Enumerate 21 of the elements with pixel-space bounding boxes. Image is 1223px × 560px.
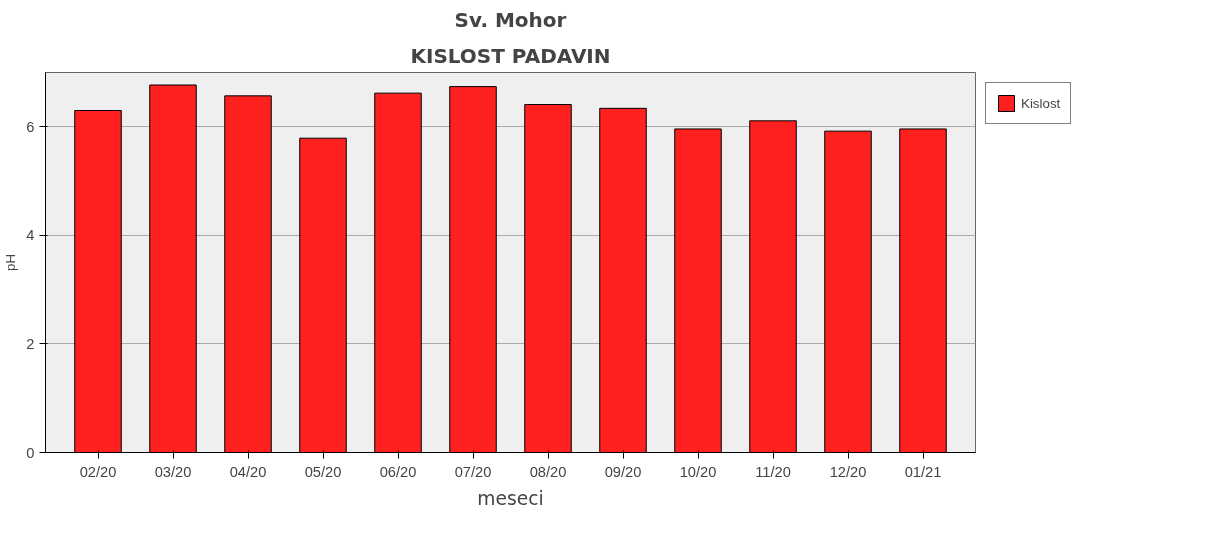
y-axis-title: pH: [3, 253, 19, 272]
x-tick-label: 06/20: [379, 463, 417, 480]
x-tick-label: 08/20: [529, 463, 567, 480]
x-tick-label: 09/20: [604, 463, 642, 480]
x-tick-label: 04/20: [229, 463, 267, 480]
chart-subtitle: KISLOST PADAVIN: [410, 43, 611, 68]
y-tick-label: 2: [26, 335, 35, 352]
x-tick-label: 11/20: [755, 463, 791, 480]
y-tick-label: 6: [26, 118, 35, 135]
x-axis-title: meseci: [477, 487, 544, 509]
x-tick-label: 10/20: [679, 463, 717, 480]
x-tick-label: 07/20: [454, 463, 492, 480]
chart-title: Sv. Mohor: [454, 7, 567, 32]
y-tick-label: 4: [26, 227, 35, 244]
x-tick-label: 03/20: [154, 463, 192, 480]
x-tick-label: 12/20: [829, 463, 867, 480]
x-tick-label: 01/21: [904, 463, 942, 480]
x-tick-label: 05/20: [304, 463, 342, 480]
legend-label: Kislost: [1021, 95, 1061, 111]
x-tick-label: 02/20: [79, 463, 117, 480]
y-tick-label: 0: [26, 444, 35, 461]
